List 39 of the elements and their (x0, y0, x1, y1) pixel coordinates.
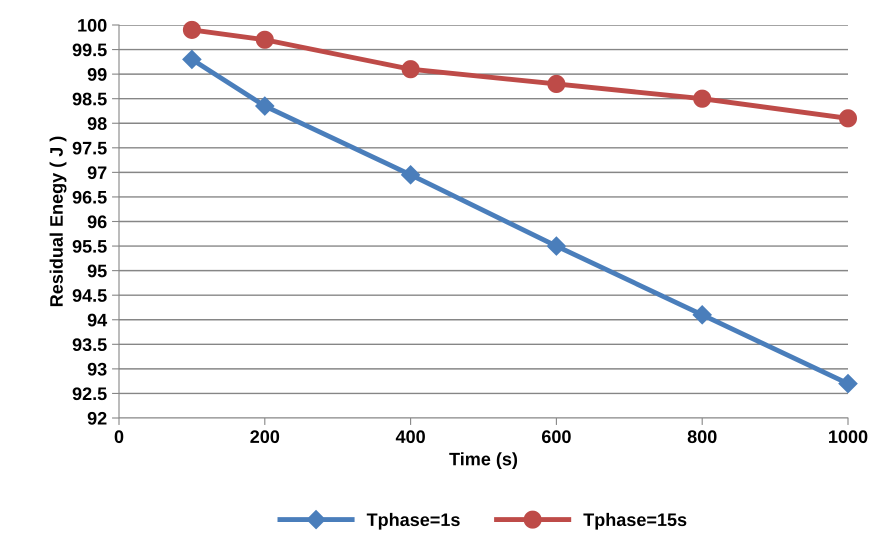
y-tick-label: 92 (88, 412, 106, 425)
y-tick-label: 97.5 (72, 142, 107, 155)
point (402, 60, 420, 78)
x-tick-label: 800 (688, 430, 717, 444)
y-tick-label: 92.5 (72, 387, 107, 400)
point (182, 20, 201, 39)
point (182, 50, 202, 69)
point (838, 374, 858, 394)
y-tick-label: 97 (88, 166, 106, 180)
y-tick-label: 95 (88, 264, 107, 278)
y-tick-label: 95.5 (72, 240, 107, 253)
y-tick-label: 100 (78, 18, 106, 32)
y-tick-label: 99 (88, 68, 107, 81)
point (547, 74, 566, 93)
y-tick-label: 96.5 (72, 190, 107, 204)
y-tick-label: 93.5 (72, 338, 107, 352)
legend-label: Tphase=15s (583, 512, 686, 530)
point (255, 96, 274, 116)
y-tick-label: 93 (88, 362, 107, 376)
x-tick-label: 200 (250, 430, 280, 444)
y-tick-label: 99.5 (72, 43, 107, 56)
x-axis-title: Time (s) (449, 452, 518, 470)
y-tick-label: 98 (88, 117, 107, 130)
point (401, 165, 420, 184)
point (692, 305, 712, 324)
y-tick-label: 94.5 (72, 289, 107, 302)
point (546, 236, 566, 256)
x-tick-label: 0 (114, 430, 124, 444)
point (256, 30, 274, 49)
y-tick-label: 94 (88, 314, 108, 326)
point (838, 109, 858, 128)
point (693, 90, 712, 108)
x-tick-label: 400 (396, 430, 425, 444)
y-tick-label: 96 (88, 215, 107, 228)
y-tick-label: 98.5 (72, 92, 107, 106)
legend-label: Tphase=1s (366, 512, 460, 530)
x-tick-label: 600 (542, 430, 571, 444)
y-axis-title: Residual Enegy ( J ) (50, 136, 66, 306)
x-tick-label: 1000 (829, 430, 868, 444)
